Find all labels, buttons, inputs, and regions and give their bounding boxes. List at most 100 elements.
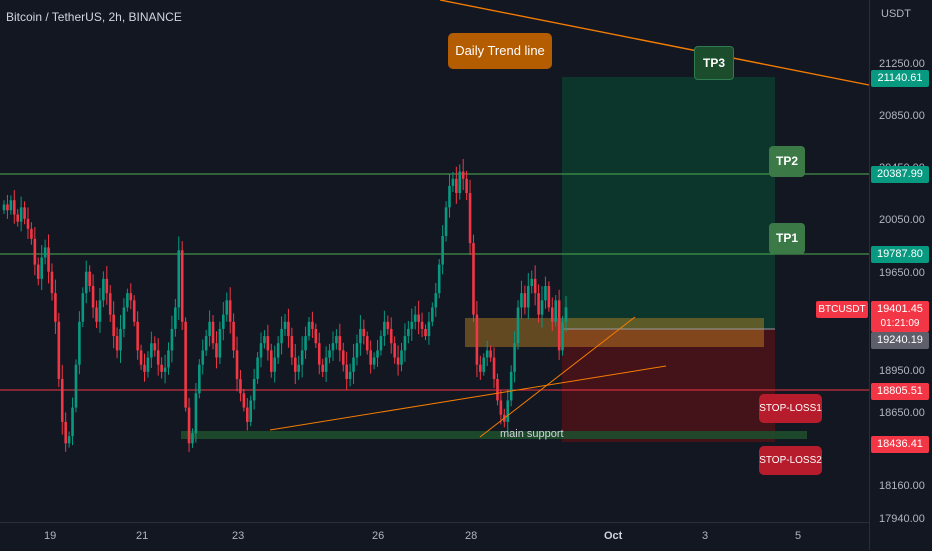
- time-axis[interactable]: [0, 522, 869, 551]
- candle-body: [211, 321, 215, 344]
- candle-body: [259, 343, 263, 358]
- candle-body: [91, 286, 95, 308]
- candle-body: [84, 271, 88, 294]
- candle-body: [208, 321, 211, 337]
- candle-body: [122, 307, 126, 329]
- candle-body: [448, 185, 451, 208]
- candle-body: [417, 314, 420, 322]
- candle-body: [314, 328, 318, 344]
- candle-body: [12, 200, 16, 215]
- candle-body: [550, 307, 554, 322]
- candle-body: [283, 321, 287, 329]
- candle-body: [64, 421, 67, 444]
- candle-body: [287, 321, 290, 337]
- time-tick: 3: [702, 530, 709, 542]
- target-zone: [562, 77, 775, 329]
- candle-body: [345, 364, 348, 379]
- stop-loss1-tag: STOP-LOSS1: [759, 394, 822, 423]
- candle-body: [369, 350, 372, 365]
- candle-body: [246, 407, 249, 422]
- candle-body: [482, 357, 486, 372]
- candle-body: [218, 328, 222, 358]
- price-tick: 19650.00: [879, 267, 925, 279]
- candle-body: [341, 350, 345, 365]
- candle-body: [335, 336, 338, 344]
- price-tick: 18160.00: [879, 480, 925, 492]
- candle-body: [355, 343, 359, 358]
- symbol-title: Bitcoin / TetherUS, 2h, BINANCE: [6, 10, 182, 24]
- time-tick: 23: [232, 530, 245, 542]
- candle-body: [379, 336, 383, 351]
- candle-body: [252, 378, 256, 401]
- price-tick: 20850.00: [879, 110, 925, 122]
- candle-body: [451, 178, 455, 186]
- candle-body: [249, 400, 253, 422]
- candle-body: [420, 321, 424, 329]
- main-support-zone: [181, 431, 807, 439]
- price-axis[interactable]: [869, 0, 932, 550]
- candle-body: [386, 321, 390, 329]
- entry-price-label: 19240.19: [871, 332, 929, 349]
- support-trend-line-1[interactable]: [269, 365, 667, 431]
- candle-body: [170, 328, 174, 351]
- stop-loss1-price-label: 18805.51: [871, 383, 929, 400]
- candle-body: [146, 357, 150, 372]
- candle-body: [119, 328, 122, 351]
- candle-body: [311, 321, 314, 329]
- candle-body: [71, 407, 74, 437]
- time-tick: Oct: [604, 530, 623, 542]
- price-tick: 20050.00: [879, 214, 925, 226]
- stop-zone: [562, 329, 775, 442]
- stop-loss2-tag: STOP-LOSS2: [759, 446, 822, 475]
- candle-body: [485, 350, 489, 358]
- candle-body: [300, 350, 304, 365]
- candle-body: [489, 350, 492, 358]
- candle-body: [407, 328, 410, 337]
- candle-body: [533, 278, 537, 294]
- candle-body: [427, 321, 431, 337]
- candle-body: [444, 207, 448, 236]
- candle-body: [43, 247, 47, 258]
- candle-body: [98, 300, 102, 322]
- candle-body: [564, 307, 568, 322]
- candle-body: [496, 378, 499, 401]
- candle-body: [359, 328, 362, 344]
- candle-body: [492, 357, 496, 379]
- candle-body: [191, 433, 194, 444]
- candle-body: [307, 321, 311, 337]
- tp3-tag: TP3: [694, 46, 734, 80]
- candle-body: [180, 250, 184, 322]
- candle-body: [150, 343, 153, 358]
- candle-body: [50, 271, 54, 294]
- candle-body: [184, 321, 187, 408]
- candle-body: [468, 193, 472, 244]
- price-tick: 18950.00: [879, 365, 925, 377]
- support-trend-line-2[interactable]: [479, 316, 636, 438]
- candle-body: [513, 343, 516, 372]
- candle-body: [57, 321, 61, 379]
- candle-body: [215, 343, 218, 358]
- candle-body: [297, 364, 301, 372]
- candle-body: [126, 293, 129, 308]
- candle-body: [40, 257, 43, 279]
- candle-body: [561, 321, 564, 351]
- candle-body: [177, 250, 181, 308]
- candle-body: [479, 364, 482, 372]
- candle-body: [547, 286, 551, 308]
- candle-body: [160, 364, 163, 372]
- candle-body: [321, 364, 324, 372]
- current-price-label: 19401.45: [871, 301, 929, 318]
- btcusdt-symbol-label: BTCUSDT: [816, 301, 868, 318]
- tp3-price-label: 21140.61: [871, 70, 929, 87]
- candle-body: [60, 378, 64, 422]
- candle-body: [389, 328, 393, 344]
- candle-body: [557, 300, 561, 351]
- candle-body: [105, 278, 109, 294]
- candle-body: [527, 286, 530, 308]
- daily-trend-line[interactable]: [439, 0, 870, 86]
- candle-body: [396, 357, 400, 365]
- candles-series: [2, 159, 568, 453]
- candle-body: [81, 293, 85, 322]
- candle-body: [30, 228, 33, 239]
